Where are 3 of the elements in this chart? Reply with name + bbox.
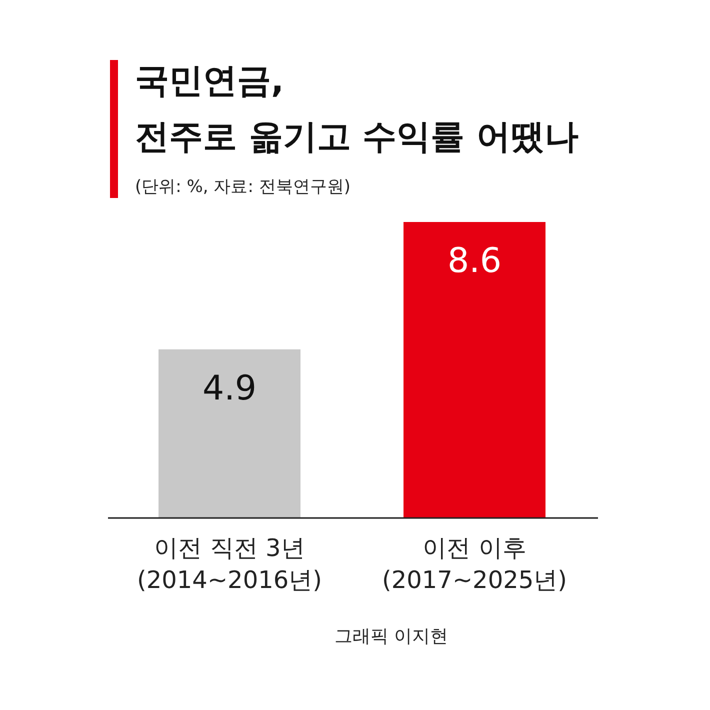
annotation: 그래픽 이지현 — [334, 626, 448, 647]
title: 국민연금, 전주로 옮기고 수익률 어땠나 — [135, 61, 579, 157]
subtitle: (단위: %, 자료: 전북연구원) — [135, 177, 350, 197]
